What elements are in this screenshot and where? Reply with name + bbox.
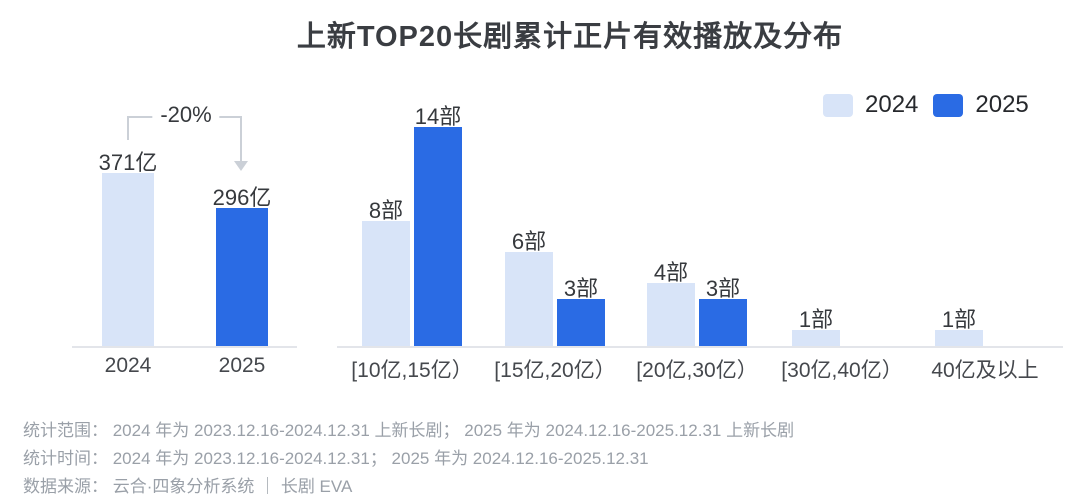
dist-bar-2024: [647, 283, 695, 346]
footer-time-line: 统计时间： 2024 年为 2023.12.16-2024.12.31； 202…: [23, 449, 649, 468]
legend-label-2024: 2024: [865, 91, 919, 118]
dist-bar-2024: [935, 330, 983, 346]
dist-bar-2024: [792, 330, 840, 346]
x-tick-range: [15亿,20亿）: [494, 359, 616, 382]
dist-bar-2025: [699, 299, 747, 346]
x-tick-year: 2024: [104, 354, 152, 377]
decline-percent-label: -20%: [152, 102, 220, 128]
footer-source-line: 数据来源： 云合·四象分析系统 ｜ 长剧 EVA: [23, 477, 353, 496]
dist-count-label: 3部: [705, 276, 741, 301]
x-axis-left: [72, 346, 297, 348]
legend-label-2025: 2025: [975, 91, 1029, 118]
chart-title: 上新TOP20长剧累计正片有效播放及分布: [296, 21, 844, 53]
dist-count-label: 14部: [414, 104, 462, 129]
x-tick-range: [30亿,40亿）: [781, 359, 903, 382]
dist-bar-2024: [505, 252, 553, 346]
decline-bracket-left: [127, 116, 129, 140]
dist-bar-2024: [362, 221, 410, 346]
dist-count-label: 1部: [798, 307, 834, 332]
dist-bar-2025: [414, 127, 462, 346]
dist-bar-2025: [557, 299, 605, 346]
legend: 2024 2025: [823, 91, 1029, 119]
total-bar-2024: [102, 173, 154, 346]
legend-item-2024: 2024: [823, 91, 918, 119]
total-bar-2025: [216, 208, 268, 346]
dist-count-label: 4部: [653, 260, 689, 285]
total-value-label: 371亿: [98, 150, 158, 175]
x-tick-range: [10亿,15亿）: [351, 359, 473, 382]
legend-swatch-2024: [823, 93, 853, 117]
x-tick-year: 2025: [218, 354, 266, 377]
dist-count-label: 3部: [563, 276, 599, 301]
footer-notes: 统计范围： 2024 年为 2023.12.16-2024.12.31 上新长剧…: [23, 417, 794, 501]
decline-arrow-head-icon: [234, 161, 248, 171]
dist-count-label: 1部: [941, 307, 977, 332]
x-tick-range: 40亿及以上: [931, 359, 1039, 382]
legend-swatch-2025: [933, 93, 964, 117]
x-axis-right: [337, 346, 1063, 348]
decline-arrow-shaft: [240, 116, 242, 162]
footer-scope-line: 统计范围： 2024 年为 2023.12.16-2024.12.31 上新长剧…: [23, 421, 795, 440]
dist-count-label: 8部: [368, 198, 404, 223]
x-tick-range: [20亿,30亿）: [636, 359, 758, 382]
dist-count-label: 6部: [511, 229, 547, 254]
legend-item-2025: 2025: [933, 91, 1029, 119]
total-value-label: 296亿: [212, 185, 272, 210]
